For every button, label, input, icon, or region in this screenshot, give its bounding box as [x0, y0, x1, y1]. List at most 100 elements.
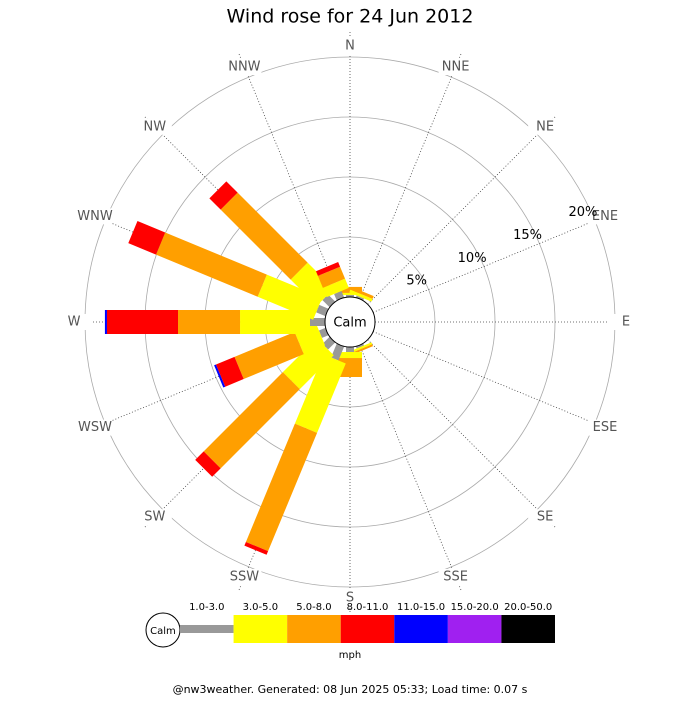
legend-swatch	[447, 615, 502, 643]
bar-segment	[310, 318, 325, 326]
bar-segment	[315, 262, 341, 276]
footer: @nw3weather. Generated: 08 Jun 2025 05:3…	[173, 683, 528, 696]
direction-label: NE	[536, 119, 554, 134]
direction-label: N	[345, 39, 355, 54]
direction-label: SSE	[443, 569, 468, 584]
bar-segment	[209, 181, 238, 210]
bar-segment	[316, 304, 329, 317]
legend-label: 8.0-11.0	[347, 602, 389, 613]
direction-label: NW	[144, 119, 167, 134]
bar-segment	[355, 343, 365, 349]
direction-label: ESE	[593, 420, 618, 435]
bar-segment	[245, 423, 318, 552]
bar-segment	[355, 295, 365, 301]
direction-bars	[244, 343, 346, 555]
spoke	[238, 53, 341, 300]
label-bg	[438, 568, 473, 585]
spoke	[367, 339, 556, 528]
label-bg	[137, 509, 172, 526]
legend-swatch	[233, 615, 288, 643]
label-bg	[438, 59, 473, 76]
bar-segment	[104, 310, 107, 334]
legend-calm-label: Calm	[150, 626, 176, 637]
bar-segment	[350, 286, 374, 299]
label-bg	[227, 59, 262, 76]
r-tick-label: 10%	[458, 251, 487, 266]
legend-label: 1.0-3.0	[189, 602, 224, 613]
direction-label: E	[622, 315, 630, 330]
legend-swatch	[340, 615, 395, 643]
label-bg	[587, 419, 622, 436]
direction-label: ENE	[592, 209, 618, 224]
direction-bars	[338, 347, 362, 377]
legend-label: 15.0-20.0	[451, 602, 499, 613]
direction-label: NNE	[442, 60, 470, 75]
legend-swatch	[501, 615, 555, 643]
label-bg	[137, 118, 172, 135]
spoke	[367, 116, 556, 305]
bar-segment	[338, 286, 362, 293]
bar-segment	[234, 331, 304, 380]
bar-segment	[215, 356, 244, 387]
direction-bars	[349, 286, 374, 302]
chart-title: Wind rose for 24 Jun 2012	[227, 6, 474, 28]
direction-label: NNW	[228, 60, 260, 75]
legend-swatch	[287, 615, 341, 643]
bar-segment	[214, 364, 226, 388]
label-bg	[609, 314, 643, 330]
calm-circle	[324, 296, 376, 348]
direction-label: S	[346, 591, 354, 606]
bar-segment	[317, 266, 346, 288]
spoke	[372, 210, 619, 313]
label-bg	[78, 208, 113, 225]
direction-bars	[195, 336, 336, 477]
calm-label: Calm	[333, 316, 366, 331]
bar-segment	[128, 220, 166, 255]
bar-segment	[338, 292, 362, 295]
label-bg	[57, 314, 91, 330]
unit-label: mph	[339, 650, 361, 661]
legend-label: 3.0-5.0	[243, 602, 278, 613]
r-tick-label: 15%	[513, 228, 542, 243]
direction-bars	[128, 220, 329, 320]
bar-segment	[195, 451, 221, 477]
direction-bars	[104, 310, 325, 334]
bar-segment	[346, 294, 354, 297]
legend-label: 20.0-50.0	[504, 602, 552, 613]
legend-swatch	[394, 615, 448, 643]
bar-segment	[338, 358, 362, 377]
direction-label: WNW	[77, 209, 113, 224]
direction-bars	[338, 286, 362, 297]
bar-segment	[203, 372, 300, 469]
spoke	[359, 344, 462, 591]
direction-label: WSW	[78, 420, 112, 435]
bar-segment	[322, 278, 349, 298]
spoke	[81, 331, 328, 434]
label-bg	[78, 419, 113, 436]
bar-segment	[156, 232, 267, 297]
bar-segment	[106, 310, 179, 334]
r-tick-label: 20%	[569, 205, 598, 220]
bar-segment	[330, 343, 345, 361]
direction-label: W	[68, 315, 81, 330]
bar-segment	[220, 192, 308, 280]
spoke	[359, 53, 462, 300]
bar-segment	[338, 352, 362, 359]
bar-segment	[349, 342, 373, 354]
label-bg	[528, 509, 563, 526]
label-bg	[333, 590, 367, 606]
legend-label: 5.0-8.0	[296, 602, 331, 613]
bar-segment	[178, 310, 241, 334]
label-bg	[333, 38, 367, 54]
direction-label: SE	[537, 510, 553, 525]
label-bg	[587, 208, 622, 225]
bar-segment	[244, 541, 269, 555]
bar-segment	[240, 310, 310, 334]
bar-segment	[346, 347, 354, 353]
bar-segment	[294, 354, 346, 433]
legend-swatch	[180, 625, 234, 633]
direction-label: SW	[144, 510, 165, 525]
bar-segment	[282, 338, 334, 390]
bar-segment	[290, 262, 334, 306]
